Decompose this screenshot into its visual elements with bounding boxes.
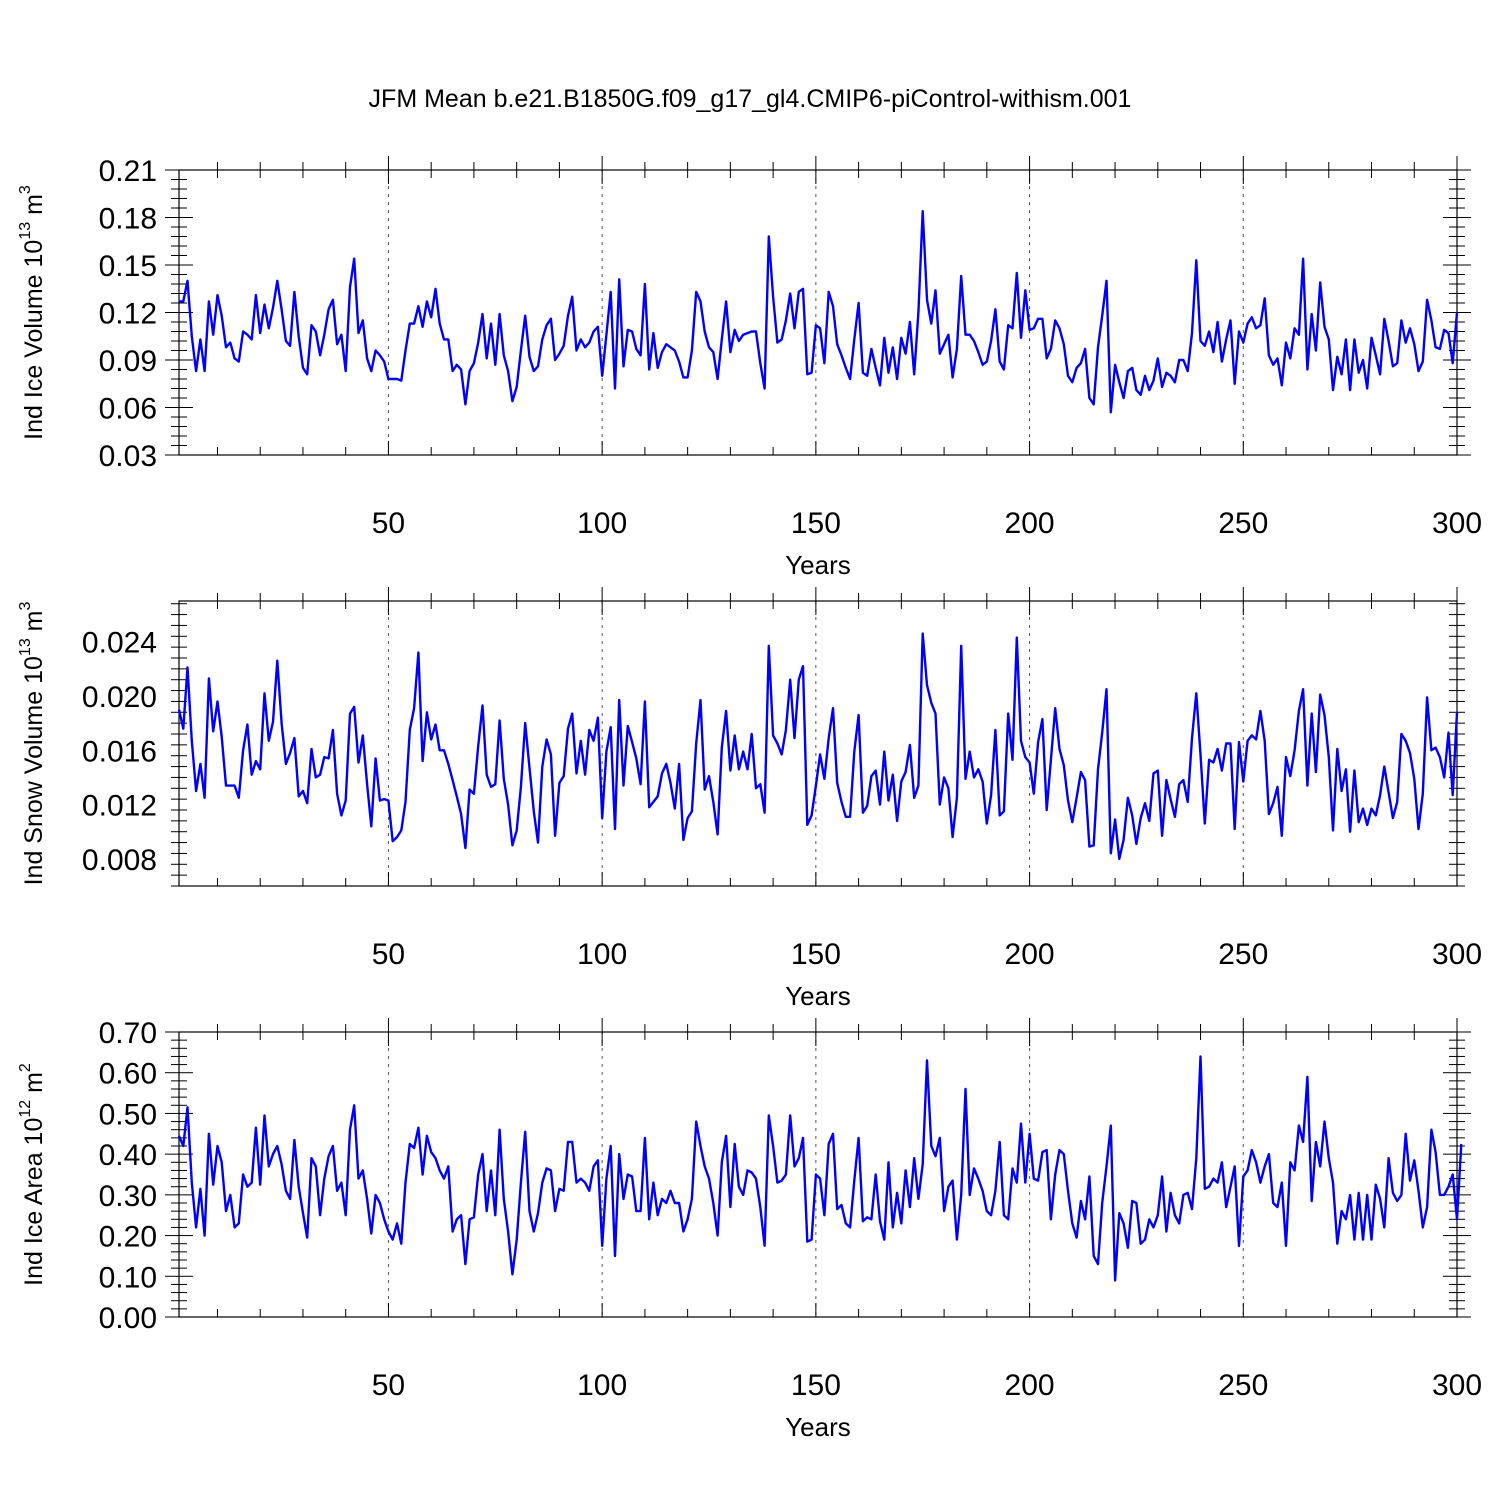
x-axis-label: Years	[785, 550, 851, 580]
x-tick-label: 300	[1432, 938, 1482, 971]
y-tick-label: 0.09	[99, 345, 157, 378]
y-tick-label: 0.03	[99, 440, 157, 473]
panel-2: 0.008 0.012 0.016 0.020 0.024 50 100 150 200 250 3…	[17, 587, 1482, 1011]
x-tick-label: 50	[372, 1369, 405, 1402]
x-axis-label: Years	[785, 1412, 851, 1442]
y-axis-label-exp: 12	[17, 1100, 34, 1118]
plot-frame	[178, 1031, 1458, 1318]
chart-title: JFM Mean b.e21.B1850G.f09_g17_gl4.CMIP6-…	[369, 85, 1132, 113]
x-tick-label: 250	[1218, 507, 1268, 540]
x-tick-label: 50	[372, 507, 405, 540]
x-axis-label: Years	[785, 981, 851, 1011]
y-tick-label: 0.06	[99, 393, 157, 426]
y-tick-label: 0.30	[99, 1180, 157, 1213]
y-axis-label-unit: m	[20, 1072, 48, 1100]
y-tick-label: 0.12	[99, 298, 157, 331]
y-axis-label-text: Ind Ice Area 10	[20, 1118, 48, 1286]
y-tick-label: 0.50	[99, 1098, 157, 1131]
y-tick-label: 0.21	[99, 155, 157, 188]
panel-1: 0.03 0.06 0.09 0.12 0.15 0.18 0.21 50 100 150 200 2…	[17, 155, 1482, 580]
x-tick-label: 150	[791, 507, 841, 540]
series-line	[177, 1055, 1463, 1282]
y-tick-label: 0.020	[82, 681, 157, 714]
x-tick-label: 150	[791, 938, 841, 971]
plot-frame	[178, 600, 1458, 887]
x-tick-label: 200	[1005, 1369, 1055, 1402]
y-tick-label: 0.18	[99, 203, 157, 236]
x-tick-label: 100	[577, 1369, 627, 1402]
x-tick-label: 50	[372, 938, 405, 971]
x-tick-label: 250	[1218, 938, 1268, 971]
y-tick-label: 0.024	[82, 627, 157, 660]
y-axis-label-exp: 13	[17, 222, 34, 240]
y-axis-label-unit: m	[20, 611, 48, 639]
y-axis-label-text: Ind Ice Volume 10	[20, 240, 48, 440]
y-axis-label-unit-exp: 2	[17, 1063, 34, 1072]
y-tick-label: 0.40	[99, 1139, 157, 1172]
y-axis-label: Ind Snow Volume 1013 m3	[17, 602, 48, 886]
series-line	[177, 632, 1459, 861]
y-tick-label: 0.008	[82, 844, 157, 877]
y-tick-label: 0.20	[99, 1221, 157, 1254]
panel-3: 0.00 0.10 0.20 0.30 0.40 0.50 0.60 0.70 50 100 150…	[17, 1017, 1482, 1442]
y-tick-label: 0.60	[99, 1058, 157, 1091]
x-tick-label: 200	[1005, 507, 1055, 540]
y-tick-label: 0.70	[99, 1017, 157, 1050]
y-tick-label: 0.012	[82, 790, 157, 823]
x-tick-label: 300	[1432, 1369, 1482, 1402]
x-tick-label: 100	[577, 938, 627, 971]
y-axis-label-unit-exp: 3	[17, 602, 34, 611]
y-axis-label-exp: 13	[17, 638, 34, 656]
series-line	[179, 209, 1459, 414]
y-axis-label: Ind Ice Area 1012 m2	[17, 1063, 48, 1286]
x-tick-label: 200	[1005, 938, 1055, 971]
x-tick-label: 300	[1432, 507, 1482, 540]
x-tick-label: 250	[1218, 1369, 1268, 1402]
y-axis-label-text: Ind Snow Volume 10	[20, 656, 48, 885]
x-tick-label: 100	[577, 507, 627, 540]
y-tick-label: 0.016	[82, 735, 157, 768]
x-tick-label: 150	[791, 1369, 841, 1402]
y-axis-label: Ind Ice Volume 1013 m3	[17, 185, 48, 440]
y-tick-label: 0.00	[99, 1302, 157, 1335]
y-tick-label: 0.10	[99, 1261, 157, 1294]
y-axis-label-unit-exp: 3	[17, 185, 34, 194]
y-tick-label: 0.15	[99, 250, 157, 283]
y-axis-label-unit: m	[20, 194, 48, 222]
